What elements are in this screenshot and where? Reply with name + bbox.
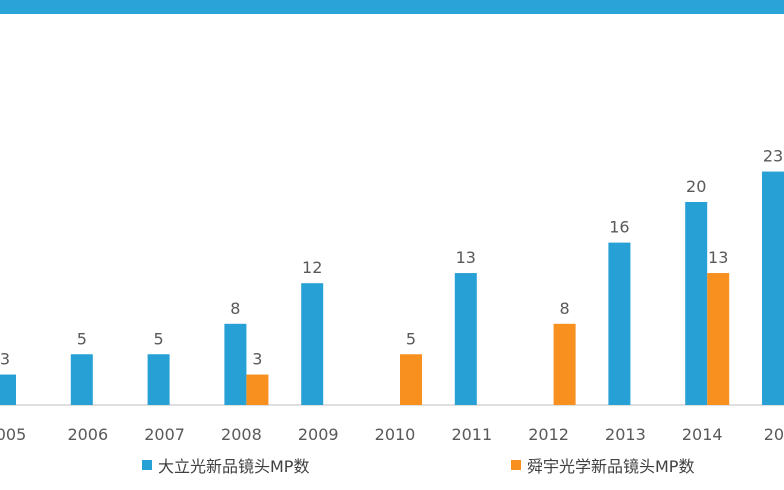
bar-series-a (70, 354, 93, 405)
data-label-series-a: 20 (686, 177, 706, 196)
data-label-series-b: 13 (708, 248, 728, 267)
bar-series-a (762, 171, 784, 405)
bar-series-a (685, 202, 708, 405)
bar-series-b (400, 354, 422, 405)
data-label-series-b: 5 (406, 329, 416, 348)
data-label-series-b: 3 (252, 350, 262, 369)
x-tick-label: 201 (764, 425, 784, 444)
bar-series-a (0, 374, 16, 405)
x-tick-label: 2009 (298, 425, 339, 444)
data-label-series-a: 13 (456, 248, 476, 267)
legend-label-series-a: 大立光新品镜头MP数 (158, 457, 310, 476)
legend-swatch-series-b (511, 460, 521, 470)
bar-series-a (608, 242, 631, 405)
data-label-series-b: 8 (560, 299, 570, 318)
top-banner-bar (0, 0, 784, 14)
bar-series-b (553, 323, 576, 405)
data-label-series-a: 3 (0, 350, 10, 369)
x-tick-label: 2012 (528, 425, 569, 444)
x-tick-label: 2006 (67, 425, 108, 444)
bar-series-b (707, 273, 730, 405)
bar-series-a (147, 354, 170, 405)
bar-series-b (246, 374, 269, 405)
bar-series-a (224, 323, 247, 405)
legend-swatch-series-a (142, 460, 152, 470)
data-label-series-a: 5 (77, 329, 87, 348)
x-tick-label: 2011 (451, 425, 492, 444)
data-label-series-a: 8 (230, 299, 240, 318)
bar-chart: 0053200652007520088320091220105201113201… (0, 147, 784, 444)
data-label-series-a: 16 (609, 218, 629, 237)
x-tick-label: 2013 (605, 425, 646, 444)
x-tick-label: 005 (0, 425, 26, 444)
x-tick-label: 2007 (144, 425, 185, 444)
bar-series-a (301, 283, 324, 405)
x-tick-label: 2010 (375, 425, 416, 444)
legend-label-series-b: 舜宇光学新品镜头MP数 (527, 457, 695, 476)
legend-item-series-b: 舜宇光学新品镜头MP数 (511, 453, 694, 477)
x-tick-label: 2008 (221, 425, 262, 444)
data-label-series-a: 5 (154, 329, 164, 348)
bar-series-a (454, 273, 477, 405)
x-tick-label: 2014 (682, 425, 723, 444)
legend-item-series-a: 大立光新品镜头MP数 (142, 453, 309, 477)
data-label-series-a: 23 (763, 147, 783, 166)
data-label-series-a: 12 (302, 258, 322, 277)
